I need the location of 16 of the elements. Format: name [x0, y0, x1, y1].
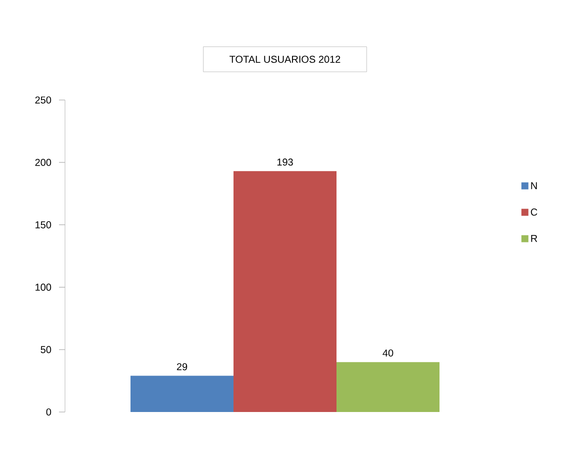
data-label: 40	[382, 349, 394, 357]
y-tick-label: 200	[35, 158, 52, 166]
y-tick-label: 250	[35, 96, 52, 104]
y-tick-label: 150	[36, 221, 52, 228]
legend-label: C	[530, 208, 538, 216]
bar	[234, 171, 337, 412]
data-label: 29	[176, 363, 188, 370]
data-label: 193	[277, 158, 293, 166]
legend-label: N	[531, 182, 537, 190]
bar	[336, 362, 440, 412]
y-tick-label: 100	[36, 284, 52, 291]
chart-title: TOTAL USUARIOS 2012	[230, 56, 340, 63]
bar	[130, 376, 234, 412]
y-tick-label: 0	[46, 408, 52, 416]
y-tick-label: 50	[40, 346, 52, 354]
legend-label: R	[531, 235, 538, 242]
